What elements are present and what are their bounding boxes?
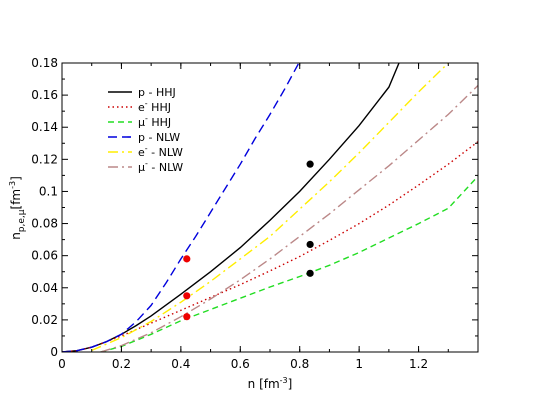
- legend-label: μ- - NLW: [138, 159, 183, 174]
- x-tick-label: 1: [355, 357, 363, 371]
- y-tick-label: 0.1: [39, 184, 58, 198]
- y-tick-label: 0.02: [31, 313, 58, 327]
- y-tick-label: 0.18: [31, 56, 58, 70]
- data-point-6: [306, 269, 314, 277]
- series-line-5: [91, 63, 449, 352]
- x-tick-label: 1.2: [409, 357, 428, 371]
- y-tick-label: 0.06: [31, 249, 58, 263]
- legend-label: e- - NLW: [138, 144, 183, 159]
- y-axis-label: np,e,μ[fm-3]: [8, 176, 27, 240]
- x-tick-label: 0.6: [231, 357, 250, 371]
- data-point-2: [183, 292, 191, 300]
- legend-label: p - HHJ: [138, 86, 176, 99]
- y-tick-label: 0.14: [31, 120, 58, 134]
- series-line-4: [62, 63, 300, 352]
- legend-label: μ- HHJ: [138, 114, 171, 129]
- series-layer: [62, 63, 478, 352]
- series-line-2: [62, 141, 478, 352]
- tick-layer: 0 0.2 0.4 0.6 0.8 1 1.2 0 0.02 0.04 0.06 0.08 0.1 0.1…: [31, 56, 478, 371]
- x-axis-label: n [fm-3]: [248, 376, 293, 391]
- x-tick-label: 0.4: [171, 357, 190, 371]
- x-tick-label: 0.8: [290, 357, 309, 371]
- y-tick-label: 0.04: [31, 281, 58, 295]
- data-point-4: [306, 160, 314, 168]
- series-line-1: [62, 63, 400, 352]
- series-line-3: [100, 175, 478, 352]
- y-tick-label: 0.16: [31, 88, 58, 102]
- legend-label: p - NLW: [138, 131, 180, 144]
- y-tick-label: 0: [50, 345, 58, 359]
- y-tick-label: 0.08: [31, 217, 58, 231]
- y-tick-label: 0.12: [31, 152, 58, 166]
- data-point-3: [183, 313, 191, 321]
- legend-label: e- HHJ: [138, 99, 171, 114]
- data-point-5: [306, 240, 314, 249]
- marker-layer: [183, 160, 314, 321]
- plot-frame: [61, 62, 479, 353]
- x-tick-label: 0: [58, 357, 66, 371]
- data-point-1: [183, 255, 191, 263]
- x-tick-label: 0.2: [112, 357, 131, 371]
